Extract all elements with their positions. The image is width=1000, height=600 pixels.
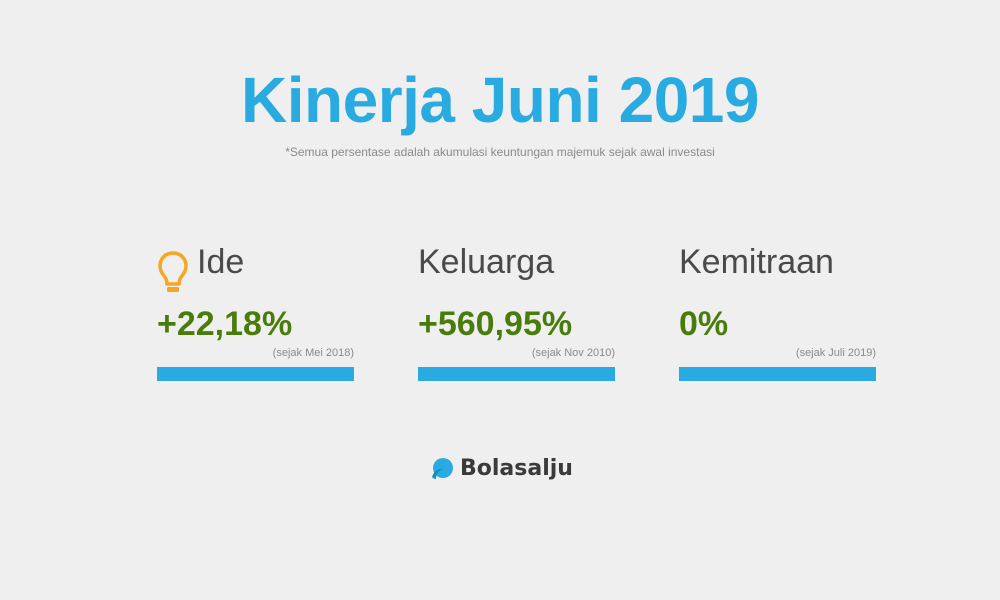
- performance-card-kemitraan: Kemitraan 0% (sejak Juli 2019): [679, 240, 876, 385]
- card-since: (sejak Juli 2019): [795, 347, 876, 359]
- card-since: (sejak Mei 2018): [272, 347, 354, 359]
- performance-card-keluarga: Keluarga +560,95% (sejak Nov 2010): [418, 240, 615, 385]
- page-title: Kinerja Juni 2019: [241, 64, 759, 136]
- snowball-logo-icon: [432, 458, 453, 479]
- card-value: +22,18%: [157, 305, 293, 343]
- card-progress-fill: [157, 367, 354, 381]
- lightbulb-icon: [158, 251, 188, 292]
- card-progress-bar: [157, 367, 354, 381]
- page-subtitle: *Semua persentase adalah akumulasi keunt…: [285, 145, 715, 159]
- card-since: (sejak Nov 2010): [531, 347, 615, 359]
- performance-card-ide: Ide +22,18% (sejak Mei 2018): [157, 240, 354, 385]
- card-progress-fill: [679, 367, 876, 381]
- card-value: 0%: [679, 305, 729, 343]
- card-progress-bar: [418, 367, 615, 381]
- brand-name: Bolasalju: [460, 456, 573, 481]
- card-title: Keluarga: [418, 243, 555, 281]
- card-progress-bar: [679, 367, 876, 381]
- card-title: Ide: [197, 243, 245, 281]
- card-value: +560,95%: [418, 305, 573, 343]
- brand-logo: Bolasalju: [430, 452, 573, 486]
- card-progress-fill: [418, 367, 615, 381]
- card-title: Kemitraan: [679, 243, 834, 281]
